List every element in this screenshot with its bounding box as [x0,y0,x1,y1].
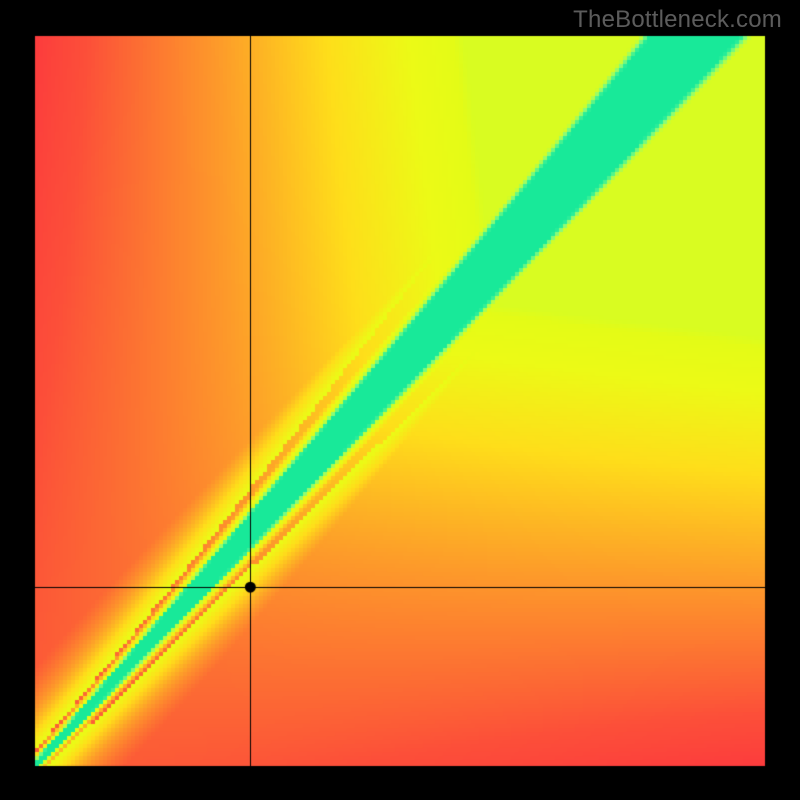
chart-container: TheBottleneck.com [0,0,800,800]
heatmap-canvas [0,0,800,800]
watermark-text: TheBottleneck.com [573,6,782,34]
